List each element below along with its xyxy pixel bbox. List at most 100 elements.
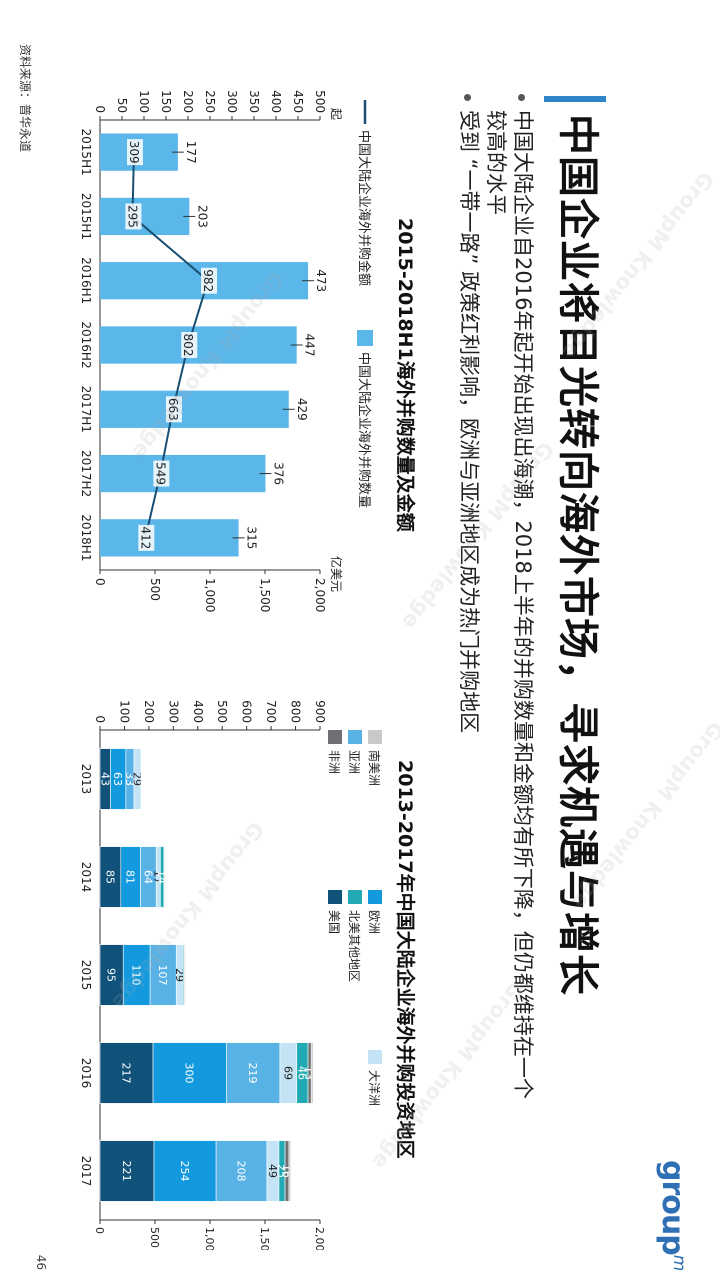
- bar-value-label: 429: [295, 398, 309, 421]
- segment-value-label: 217: [120, 1063, 133, 1084]
- right-tick-label: 2,000: [313, 1227, 326, 1250]
- y-tick-label: 600: [240, 700, 254, 723]
- x-tick-label: 2015: [79, 960, 93, 991]
- stack-segment: [184, 944, 187, 1006]
- segment-value-label: 300: [183, 1063, 196, 1084]
- bar-value-label: 177: [184, 141, 198, 164]
- left-axis-unit: 起: [329, 108, 343, 120]
- legend-label: 南美洲: [367, 750, 382, 786]
- left-tick-label: 200: [181, 90, 195, 113]
- segment-value-label: 107: [156, 965, 169, 986]
- left-tick-label: 300: [225, 90, 239, 113]
- legend-label: 亚洲: [347, 750, 361, 774]
- x-tick-label: 2013: [79, 764, 93, 795]
- legend-swatch: [368, 890, 382, 904]
- line-label-bg: [126, 139, 143, 166]
- segment-value-label: 14: [155, 870, 168, 884]
- line-label-bg: [181, 332, 198, 358]
- y-tick-label: 200: [142, 700, 156, 723]
- right-tick-label: 1,000: [203, 578, 217, 612]
- legend-label: 非洲: [327, 750, 341, 774]
- x-tick-label: 2016: [79, 1058, 93, 1089]
- segment-value-label: 85: [103, 870, 116, 884]
- right-tick-label: 1,500: [258, 578, 272, 612]
- line-label-bg: [201, 267, 218, 294]
- stack-segment: [288, 1140, 291, 1202]
- right-tick-label: 2,000: [313, 578, 327, 612]
- legend-swatch: [348, 730, 362, 744]
- title-accent-bar: [544, 96, 606, 102]
- bar: [100, 390, 289, 428]
- line-value-label: 982: [201, 269, 215, 292]
- left-tick-label: 400: [269, 90, 283, 113]
- segment-value-label: 43: [98, 772, 111, 786]
- y-tick-label: 400: [191, 700, 205, 723]
- y-tick-label: 300: [166, 700, 180, 723]
- legend-swatch: [368, 730, 382, 744]
- bullet-2-text: 受到 “一带一路” 政策红利影响，欧洲与亚洲地区成为热门并购地区: [457, 110, 481, 734]
- x-tick-label: 2017: [79, 1156, 93, 1187]
- x-tick-label: 2015H1: [79, 129, 93, 176]
- x-tick-label: 2018H1: [79, 514, 93, 561]
- right-axis-unit: 亿美元: [329, 556, 344, 592]
- left-tick-label: 350: [247, 90, 261, 113]
- bar-value-label: 203: [195, 205, 209, 228]
- segment-value-label: 81: [124, 870, 137, 884]
- line-label-bg: [125, 203, 142, 230]
- segment-value-label: 63: [111, 772, 124, 786]
- source-note: 资料来源：普华永道: [18, 44, 32, 153]
- legend-swatch: [328, 890, 342, 904]
- legend-bar-swatch: [357, 330, 373, 346]
- bullet-dot-icon: [464, 94, 471, 101]
- legend-label: 中国大陆企业海外并购金额: [356, 130, 372, 286]
- line-value-label: 663: [166, 398, 180, 421]
- segment-value-label: 221: [120, 1161, 133, 1182]
- right-tick-label: 1,500: [258, 1227, 271, 1250]
- right-tick-label: 500: [148, 578, 162, 601]
- bar-value-label: 376: [271, 462, 285, 485]
- segment-value-label: 69: [281, 1066, 294, 1080]
- x-tick-label: 2017H1: [79, 386, 93, 433]
- y-tick-label: 0: [93, 715, 107, 723]
- legend-label: 北美其他地区: [347, 910, 361, 982]
- bar: [100, 519, 239, 557]
- bar-value-label: 473: [314, 269, 328, 292]
- line-value-label: 549: [153, 462, 167, 485]
- segment-value-label: 95: [105, 968, 118, 982]
- segment-value-label: 25: [275, 1164, 288, 1178]
- left-tick-label: 450: [291, 90, 305, 113]
- bar-value-label: 447: [303, 334, 317, 357]
- legend-label: 大洋洲: [367, 1070, 382, 1106]
- right-tick-label: 500: [148, 1227, 161, 1248]
- x-tick-label: 2014: [79, 862, 93, 893]
- left-tick-label: 100: [137, 90, 151, 113]
- line-label-bg: [138, 524, 155, 551]
- segment-value-label: 13: [303, 1066, 316, 1080]
- bullet-2: 受到 “一带一路” 政策红利影响，欧洲与亚洲地区成为热门并购地区: [455, 94, 482, 1100]
- line-value-label: 295: [125, 205, 139, 228]
- segment-value-label: 64: [141, 870, 154, 884]
- legend-swatch: [368, 1050, 382, 1064]
- line-value-label: 309: [127, 141, 141, 164]
- y-tick-label: 900: [313, 700, 327, 723]
- bullet-dot-icon: [518, 94, 525, 101]
- right-tick-label: 1,000: [203, 1227, 216, 1250]
- segment-value-label: 46: [295, 1066, 308, 1080]
- line-label-bg: [165, 396, 182, 423]
- right-tick-label: 0: [93, 1227, 106, 1234]
- line-value-label: 412: [138, 526, 152, 549]
- segment-value-label: 33: [123, 772, 136, 786]
- x-tick-label: 2015H1: [79, 193, 93, 240]
- bullet-1: 中国大陆企业自2016年起开始出现出海潮，2018上半年的并购数量和金额均有所下…: [482, 94, 536, 1100]
- legend-swatch: [348, 890, 362, 904]
- segment-value-label: 254: [178, 1161, 191, 1182]
- y-tick-label: 500: [215, 700, 229, 723]
- legend-label: 中国大陆企业海外并购数量: [356, 352, 372, 508]
- logo-sup: m: [669, 1254, 689, 1271]
- right-tick-label: 0: [93, 578, 107, 586]
- groupm-logo: groupm: [655, 1160, 690, 1270]
- bar: [100, 326, 297, 364]
